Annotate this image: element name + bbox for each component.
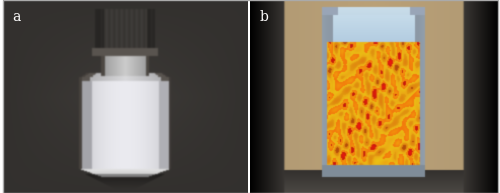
Text: a: a [12,10,20,24]
Text: b: b [260,10,269,24]
